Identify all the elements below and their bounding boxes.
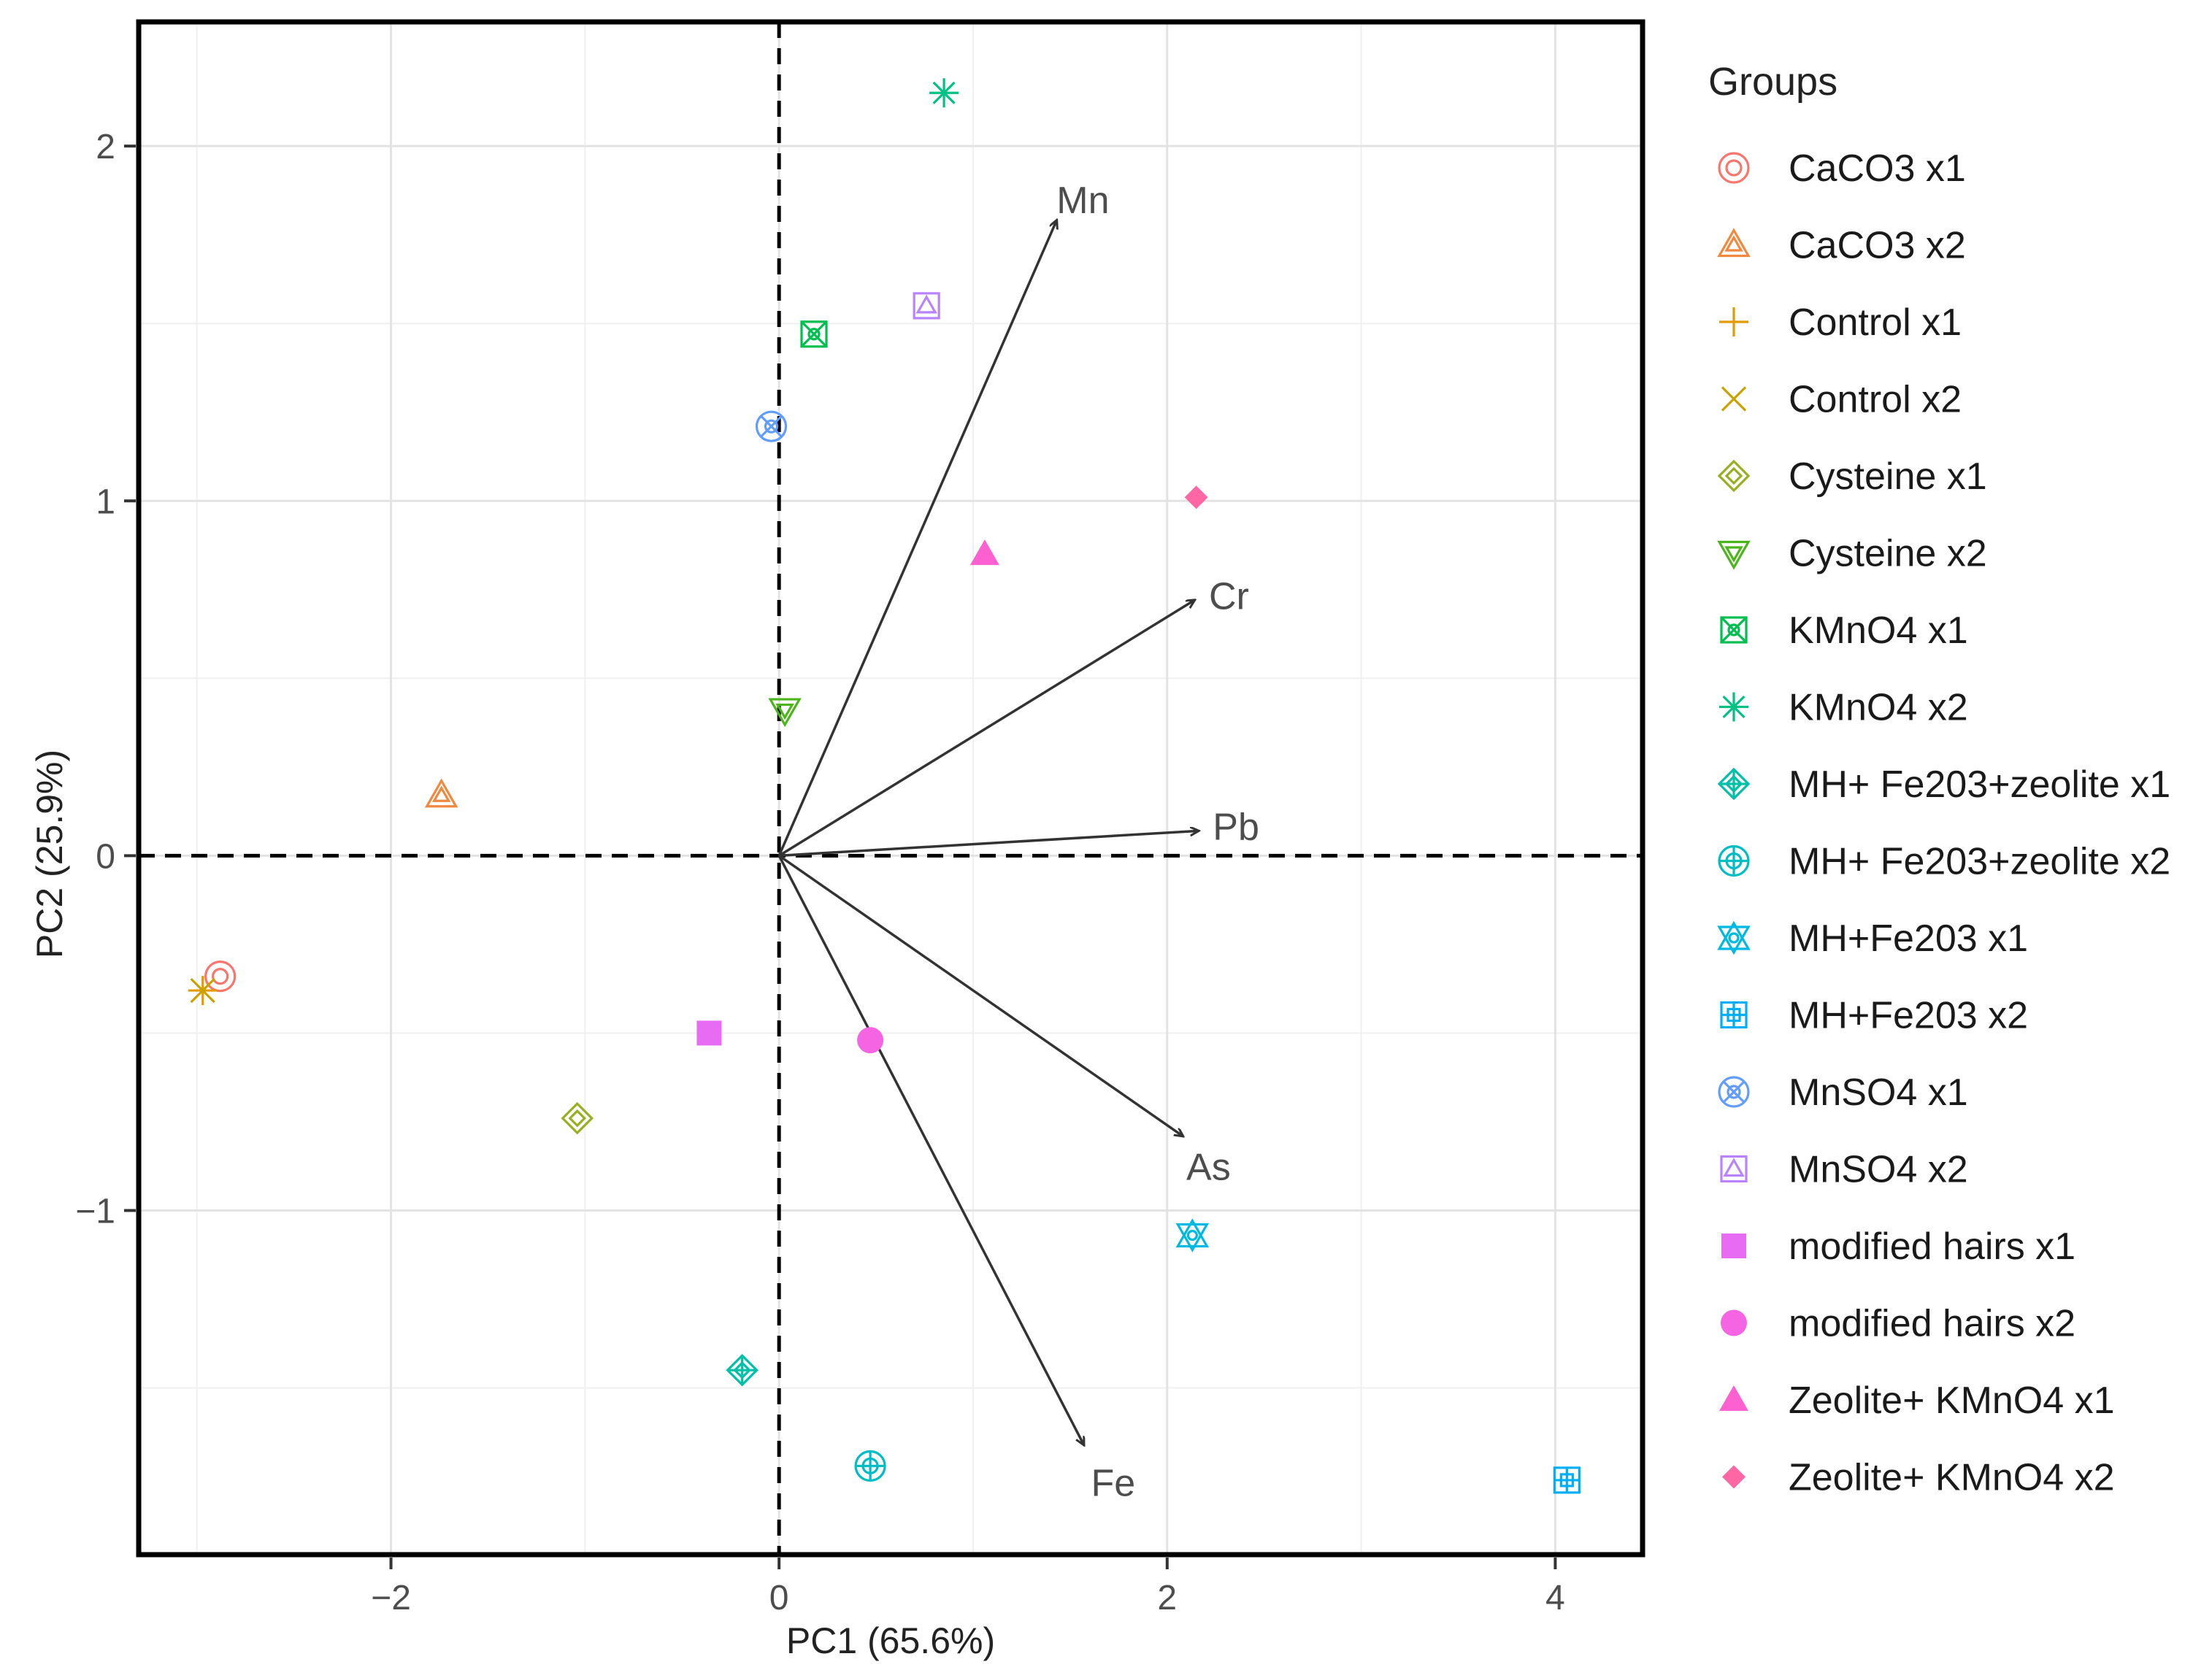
loading-label-pb: Pb — [1213, 806, 1259, 848]
legend-key-4 — [1717, 459, 1751, 493]
data-point-10 — [1175, 1218, 1210, 1252]
legend-label-15: modified hairs x2 — [1789, 1303, 2075, 1345]
legend-label-16: Zeolite+ KMnO4 x1 — [1789, 1379, 2115, 1422]
legend-label-3: Control x2 — [1789, 379, 1962, 421]
loading-label-mn: Mn — [1056, 180, 1109, 222]
legend-key-3 — [1721, 386, 1747, 412]
loading-arrow-cr — [778, 600, 1194, 857]
data-point-5 — [768, 698, 802, 728]
legend-key-9 — [1718, 844, 1750, 877]
data-point-7 — [929, 78, 959, 108]
y-axis-ticks: −1 0 1 2 — [75, 128, 136, 1231]
y-tick-label: 2 — [96, 128, 115, 166]
legend-label-10: MH+Fe203 x1 — [1789, 917, 2028, 960]
loading-label-cr: Cr — [1209, 575, 1249, 617]
legend-label-4: Cysteine x1 — [1789, 455, 1987, 498]
loading-label-fe: Fe — [1091, 1462, 1135, 1504]
loading-label-as: As — [1186, 1146, 1231, 1188]
legend-label-7: KMnO4 x2 — [1789, 687, 1968, 729]
legend-key-7 — [1719, 692, 1748, 722]
data-point-15 — [857, 1027, 884, 1054]
data-point-1 — [424, 778, 458, 808]
plot-border — [136, 19, 1645, 1558]
x-tick-label: 0 — [769, 1579, 789, 1617]
y-tick-label: −1 — [75, 1192, 115, 1231]
legend-label-11: MH+Fe203 x2 — [1789, 995, 2028, 1037]
data-point-8 — [726, 1353, 759, 1387]
legend-key-14 — [1721, 1234, 1746, 1258]
legend-label-13: MnSO4 x2 — [1789, 1149, 1968, 1191]
legend-key-6 — [1720, 616, 1748, 644]
legend-key-12 — [1718, 1076, 1750, 1108]
legend-key-13 — [1720, 1155, 1748, 1183]
data-point-3 — [190, 977, 215, 1004]
legend-label-1: CaCO3 x2 — [1789, 225, 1966, 267]
legend-key-11 — [1720, 1001, 1748, 1029]
legend-key-5 — [1717, 540, 1751, 570]
legend-label-17: Zeolite+ KMnO4 x2 — [1789, 1457, 2115, 1499]
x-axis-title: PC1 (65.6%) — [786, 1620, 995, 1661]
legend-key-2 — [1719, 307, 1748, 336]
zero-reference-lines — [139, 22, 1643, 1555]
legend-key-17 — [1722, 1465, 1746, 1489]
legend-label-12: MnSO4 x1 — [1789, 1071, 1968, 1114]
data-point-4 — [561, 1101, 594, 1135]
x-axis-ticks: −2 0 2 4 — [371, 1558, 1565, 1617]
legend: Groups CaCO3 x1 CaCO3 x2 Control x1 Control… — [1708, 60, 2170, 1499]
data-point-6 — [800, 320, 828, 348]
loading-arrow-mn — [777, 220, 1056, 857]
x-tick-label: −2 — [371, 1579, 411, 1617]
legend-label-0: CaCO3 x1 — [1789, 147, 1966, 190]
y-axis-title: PC2 (25.9%) — [29, 750, 70, 958]
x-tick-label: 2 — [1157, 1579, 1177, 1617]
data-point-9 — [854, 1450, 886, 1482]
legend-title: Groups — [1708, 60, 1837, 104]
y-tick-label: 0 — [96, 837, 115, 876]
y-tick-label: 1 — [96, 482, 115, 521]
legend-label-14: modified hairs x1 — [1789, 1225, 2075, 1268]
data-point-0 — [204, 961, 237, 993]
data-points — [188, 78, 1581, 1494]
legend-label-5: Cysteine x2 — [1789, 533, 1987, 575]
data-point-11 — [1553, 1466, 1581, 1494]
data-point-13 — [913, 292, 940, 320]
legend-label-9: MH+ Fe203+zeolite x2 — [1789, 841, 2170, 883]
data-point-17 — [1184, 485, 1208, 509]
legend-key-16 — [1719, 1385, 1748, 1411]
loading-vectors: Mn Cr Pb As Fe — [777, 180, 1259, 1504]
legend-label-2: Control x1 — [1789, 301, 1962, 344]
legend-key-0 — [1718, 152, 1750, 184]
data-point-12 — [755, 410, 788, 442]
legend-label-8: MH+ Fe203+zeolite x1 — [1789, 763, 2170, 806]
data-point-14 — [696, 1020, 722, 1046]
legend-key-15 — [1721, 1309, 1747, 1336]
data-point-16 — [969, 539, 999, 566]
loading-arrow-pb — [779, 831, 1198, 858]
loading-arrow-fe — [777, 855, 1083, 1444]
legend-key-10 — [1717, 920, 1751, 955]
x-tick-label: 4 — [1545, 1579, 1565, 1617]
legend-label-6: KMnO4 x1 — [1789, 609, 1968, 652]
legend-key-8 — [1717, 767, 1751, 801]
loading-arrow-as — [778, 854, 1183, 1136]
legend-key-1 — [1717, 228, 1751, 258]
